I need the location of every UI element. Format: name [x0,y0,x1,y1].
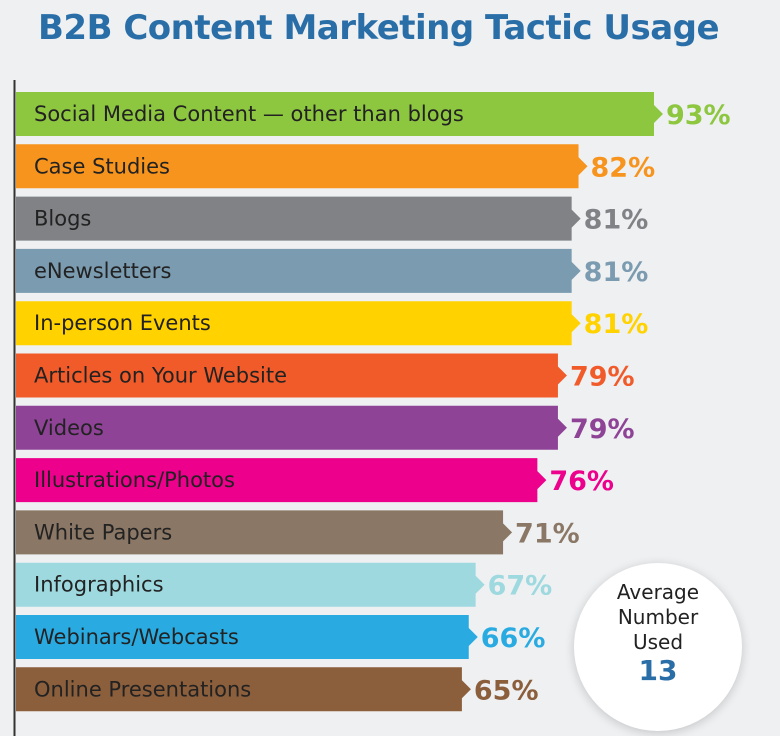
bar [16,615,478,659]
bar-category-label: Articles on Your Website [34,364,287,388]
bar [16,353,567,398]
chart-title: B2B Content Marketing Tactic Usage [38,8,720,48]
bar-category-label: Case Studies [34,154,170,178]
bar-value-label: 81% [584,205,649,236]
bar-value-label: 81% [584,257,649,288]
average-value: 13 [638,654,678,687]
bar-value-label: 67% [488,571,553,602]
bar [16,667,471,712]
bar-value-label: 93% [666,100,731,131]
bar-category-label: Online Presentations [34,677,251,701]
bar-category-label: Webinars/Webcasts [34,625,239,649]
bar [16,301,581,346]
bar-category-label: Videos [34,416,104,440]
bar [16,92,663,136]
bar-category-label: In-person Events [34,311,211,335]
bar-value-label: 65% [474,675,539,706]
bar-value-label: 81% [584,309,649,340]
bar-category-label: Infographics [34,573,164,597]
bar-category-label: Blogs [34,207,91,231]
bar [16,196,581,241]
average-callout: Average Number Used 13 [574,563,742,731]
bar-category-label: Illustrations/Photos [34,468,235,492]
bar [16,405,567,450]
bar-category-label: eNewsletters [34,259,171,283]
bar [16,144,588,189]
bar-value-label: 76% [549,466,614,497]
bar [16,562,485,607]
bar [16,248,581,293]
bar-category-label: White Papers [34,520,172,544]
bar-value-label: 79% [570,362,635,393]
bar [16,510,513,555]
bar-category-label: Social Media Content — other than blogs [34,102,464,126]
bar-value-label: 66% [481,623,546,654]
average-caption: Average Number Used [616,580,700,654]
bar-value-label: 71% [515,518,580,549]
bar-value-label: 79% [570,414,635,445]
bar-value-label: 82% [591,152,656,183]
bar [16,458,547,503]
